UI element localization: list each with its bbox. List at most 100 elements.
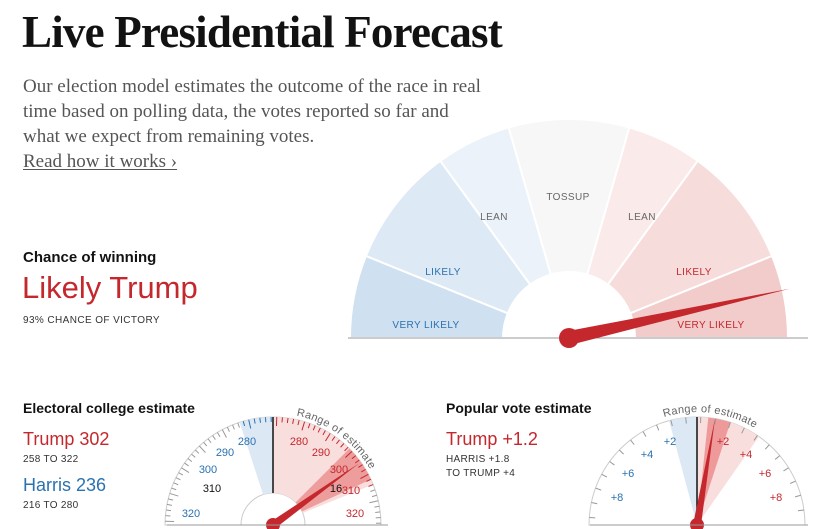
electoral-tick-mark bbox=[317, 427, 321, 433]
electoral-title: Electoral college estimate bbox=[23, 400, 195, 416]
chance-of-winning-value: Likely Trump bbox=[22, 270, 198, 305]
electoral-trump-range: 258 TO 322 bbox=[23, 454, 79, 465]
popular-tick-mark bbox=[741, 427, 745, 434]
electoral-tick-mark bbox=[366, 478, 372, 482]
popular-tick-mark bbox=[714, 418, 717, 425]
electoral-tick-mark bbox=[292, 418, 295, 424]
popular-tick-mark bbox=[774, 455, 781, 460]
electoral-tick-mark bbox=[331, 436, 336, 441]
page-title: Live Presidential Forecast bbox=[22, 7, 503, 57]
electoral-tick-mark bbox=[312, 425, 316, 431]
electoral-tick-mark bbox=[345, 450, 353, 458]
electoral-tick-mark bbox=[166, 503, 172, 506]
electoral-tick-mark bbox=[361, 468, 366, 473]
segment-lean-harris: LEAN bbox=[480, 212, 508, 223]
popular-tick-mark bbox=[601, 473, 608, 478]
electoral-left-tick-300: 300 bbox=[199, 464, 217, 476]
electoral-tick-mark bbox=[259, 417, 261, 423]
popular-tick-mark bbox=[753, 435, 758, 441]
electoral-tick-mark bbox=[242, 421, 246, 427]
electoral-right-tick-300: 300 bbox=[330, 464, 348, 476]
electoral-tick-mark bbox=[336, 439, 340, 445]
popular-tick-mark bbox=[783, 467, 789, 472]
popular-tick-mark bbox=[609, 461, 615, 466]
chance-gauge-needle bbox=[567, 288, 790, 345]
electoral-right-tick-310: 310 bbox=[342, 485, 360, 497]
segment-very-likely-harris: VERY LIKELY bbox=[392, 320, 459, 331]
electoral-tick-mark bbox=[374, 505, 380, 508]
electoral-trump-label: Trump 302 bbox=[23, 429, 110, 449]
electoral-tick-mark bbox=[171, 487, 177, 491]
popular-left-tick-6: +6 bbox=[622, 468, 635, 480]
segment-very-likely-trump: VERY LIKELY bbox=[677, 320, 744, 331]
intro-text: Our election model estimates the outcome… bbox=[23, 74, 483, 174]
electoral-tick-mark bbox=[173, 482, 179, 486]
popular-trump-label: Trump +1.2 bbox=[446, 429, 538, 449]
popular-gauge-hub bbox=[690, 518, 704, 529]
electoral-tick-mark bbox=[360, 473, 369, 479]
electoral-tick-mark bbox=[340, 443, 345, 448]
electoral-tick-mark bbox=[325, 433, 331, 442]
electoral-tick-mark bbox=[212, 435, 216, 440]
electoral-left-tick-320: 320 bbox=[182, 508, 200, 520]
popular-left-tick-8: +8 bbox=[611, 492, 624, 504]
electoral-tick-mark bbox=[187, 458, 193, 462]
electoral-tick-mark bbox=[165, 509, 172, 512]
electoral-tick-mark bbox=[181, 467, 190, 473]
electoral-tick-mark bbox=[286, 417, 289, 424]
electoral-gauge-hub bbox=[266, 518, 280, 529]
electoral-harris-range-band bbox=[239, 417, 273, 495]
popular-tick-mark bbox=[764, 444, 770, 450]
popular-tick-mark bbox=[789, 480, 796, 484]
popular-gauge-needle bbox=[693, 418, 716, 526]
popular-left-tick-4: +4 bbox=[641, 449, 654, 461]
popular-tick-mark bbox=[618, 449, 624, 455]
popular-harris-range-band bbox=[669, 417, 697, 525]
popular-tick-mark bbox=[670, 420, 673, 427]
popular-range-line2: TO TRUMP +4 bbox=[446, 468, 516, 479]
electoral-tick-mark bbox=[375, 511, 381, 513]
electoral-tick-mark bbox=[369, 500, 379, 504]
electoral-tick-mark bbox=[191, 453, 196, 458]
electoral-tick-mark bbox=[358, 464, 363, 468]
electoral-tick-mark bbox=[175, 477, 181, 481]
electoral-left-tick-280: 280 bbox=[238, 436, 256, 448]
electoral-tick-mark bbox=[216, 432, 221, 437]
electoral-left-tick-290: 290 bbox=[216, 447, 234, 459]
read-how-it-works-link[interactable]: Read how it works › bbox=[23, 151, 178, 172]
popular-tick-mark bbox=[591, 502, 598, 505]
electoral-tick-mark bbox=[194, 449, 200, 454]
popular-tick-mark bbox=[656, 424, 660, 431]
electoral-right-tick-320: 320 bbox=[346, 508, 364, 520]
popular-tick-mark bbox=[642, 431, 647, 437]
segment-tossup: TOSSUP bbox=[546, 192, 589, 203]
electoral-tick-mark bbox=[344, 446, 349, 452]
chance-of-victory-text: 93% CHANCE OF VICTORY bbox=[23, 315, 160, 326]
popular-right-tick-6: +6 bbox=[759, 468, 772, 480]
electoral-tick-mark bbox=[198, 445, 206, 453]
intro-body: Our election model estimates the outcome… bbox=[23, 76, 481, 147]
popular-tick-mark bbox=[630, 439, 635, 445]
segment-lean-trump: LEAN bbox=[628, 212, 656, 223]
popular-tick-mark bbox=[728, 422, 731, 429]
electoral-tick-mark bbox=[178, 472, 184, 476]
electoral-tick-mark bbox=[368, 484, 374, 487]
chance-gauge-hub bbox=[559, 328, 579, 348]
popular-range-line1: HARRIS +1.8 bbox=[446, 454, 510, 465]
electoral-gauge-value: 16 bbox=[330, 483, 342, 495]
electoral-tick-mark bbox=[354, 459, 360, 464]
electoral-tick-mark bbox=[248, 419, 252, 429]
popular-tick-mark bbox=[797, 509, 805, 512]
electoral-right-tick-280: 280 bbox=[290, 436, 308, 448]
popular-right-tick-8: +8 bbox=[770, 492, 783, 504]
popular-right-tick-4: +4 bbox=[740, 449, 753, 461]
popular-tick-mark bbox=[595, 487, 602, 491]
electoral-tick-mark bbox=[253, 418, 256, 424]
electoral-harris-label: Harris 236 bbox=[23, 475, 107, 495]
popular-gauge bbox=[588, 416, 806, 526]
electoral-tick-mark bbox=[168, 498, 174, 501]
electoral-tick-mark bbox=[221, 429, 227, 438]
electoral-harris-range: 216 TO 280 bbox=[23, 500, 79, 511]
popular-right-tick-2: +2 bbox=[717, 436, 730, 448]
